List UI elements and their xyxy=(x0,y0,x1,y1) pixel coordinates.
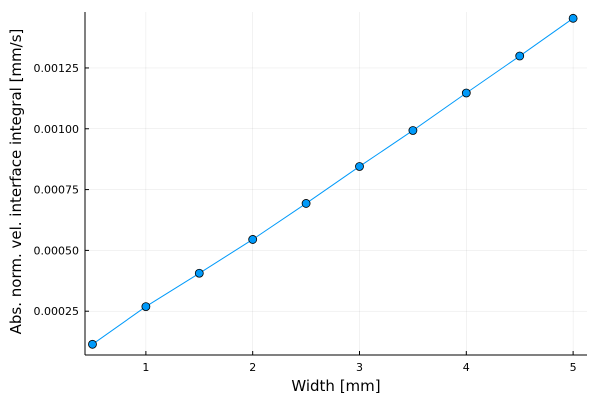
y-tick-label: 0.00025 xyxy=(34,305,80,318)
y-tick-label: 0.00050 xyxy=(34,244,80,257)
axes xyxy=(84,12,587,356)
x-axis-label: Width [mm] xyxy=(291,377,380,395)
y-tick-label: 0.00125 xyxy=(34,62,80,75)
data-point xyxy=(408,126,418,135)
data-point xyxy=(88,339,97,349)
x-tick-label: 2 xyxy=(249,361,256,374)
data-point xyxy=(515,51,525,61)
data-point xyxy=(355,162,364,171)
data-point xyxy=(568,13,578,23)
x-tick-label: 1 xyxy=(142,361,149,374)
grid xyxy=(85,12,587,355)
y-axis-label: Abs. norm. vel. interface integral [mm/s… xyxy=(7,29,25,335)
series-line xyxy=(92,17,574,345)
x-tick-label: 4 xyxy=(463,361,470,374)
data-point xyxy=(461,88,471,98)
data-point xyxy=(248,235,258,244)
y-tick-label: 0.00100 xyxy=(34,123,80,136)
x-tick-label: 3 xyxy=(356,361,363,374)
data-point xyxy=(301,199,311,208)
data-point xyxy=(141,302,151,311)
x-tick-label: 5 xyxy=(570,361,577,374)
y-tick-label: 0.00075 xyxy=(34,184,80,197)
series xyxy=(88,13,578,349)
data-point xyxy=(194,268,204,278)
ticks: 1 2 3 4 5 0.00025 0.00050 0.00075 0.00100 0.00125 xyxy=(34,62,577,374)
